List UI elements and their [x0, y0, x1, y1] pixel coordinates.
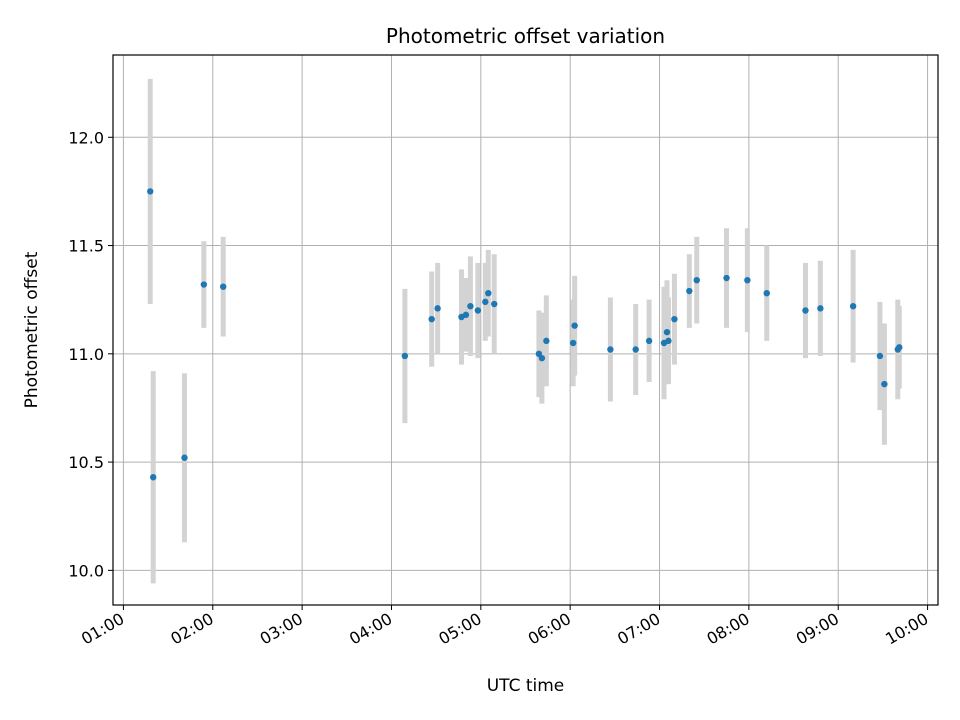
chart-title: Photometric offset variation [386, 24, 665, 48]
x-axis-ticks: 01:00 02:00 03:00 04:00 05:00 06:00 07:00 08:00… [78, 605, 932, 649]
x-tick-label: 03:00 [257, 609, 306, 649]
error-bars [147, 78, 902, 584]
data-point [693, 276, 700, 284]
data-point [147, 188, 154, 195]
y-tick-label: 12.0 [68, 128, 104, 147]
x-tick-label: 07:00 [614, 609, 663, 649]
x-tick-label: 02:00 [167, 609, 216, 649]
data-point [571, 322, 578, 329]
data-point [632, 346, 639, 353]
x-tick-label: 10:00 [882, 609, 931, 649]
y-axis-ticks: 10.0 10.5 11.0 11.5 12.0 [68, 128, 113, 580]
data-point [896, 344, 903, 351]
x-tick-label: 08:00 [703, 609, 752, 649]
data-point [482, 298, 489, 306]
y-axis-label: Photometric offset [22, 251, 42, 408]
data-point [876, 352, 884, 360]
data-point [434, 305, 441, 312]
data-point [538, 354, 546, 362]
x-tick-label: 01:00 [78, 609, 127, 649]
data-point [723, 274, 730, 282]
y-tick-label: 11.0 [68, 345, 104, 364]
plot-frame [112, 54, 939, 606]
data-point [671, 315, 678, 323]
y-tick-label: 10.0 [68, 561, 104, 580]
data-point [474, 307, 482, 314]
data-point [881, 380, 888, 388]
data-point [569, 339, 577, 347]
data-point [645, 337, 653, 345]
data-point [744, 276, 751, 284]
data-point [543, 337, 550, 345]
data-point [763, 289, 770, 297]
data-point [849, 302, 857, 310]
grid [113, 55, 938, 605]
data-point [181, 454, 188, 461]
data-point [200, 281, 208, 288]
y-tick-label: 11.5 [68, 237, 104, 256]
data-point [219, 283, 227, 290]
data-point [150, 474, 157, 481]
data-point [802, 307, 809, 314]
x-tick-label: 04:00 [346, 609, 395, 649]
data-point [817, 305, 824, 312]
x-tick-label: 06:00 [525, 609, 574, 649]
data-point [686, 287, 693, 295]
x-axis-label: UTC time [487, 676, 565, 696]
x-tick-label: 05:00 [435, 609, 484, 649]
data-point [663, 328, 671, 336]
x-tick-label: 09:00 [793, 609, 842, 649]
data-point [665, 337, 672, 345]
data-point [467, 302, 474, 310]
data-point [607, 346, 614, 353]
y-tick-label: 10.5 [68, 453, 104, 472]
data-point [485, 289, 492, 297]
data-point [401, 352, 409, 360]
data-point [428, 315, 435, 323]
data-points [147, 188, 903, 481]
data-point [462, 311, 470, 319]
data-point [491, 300, 498, 308]
